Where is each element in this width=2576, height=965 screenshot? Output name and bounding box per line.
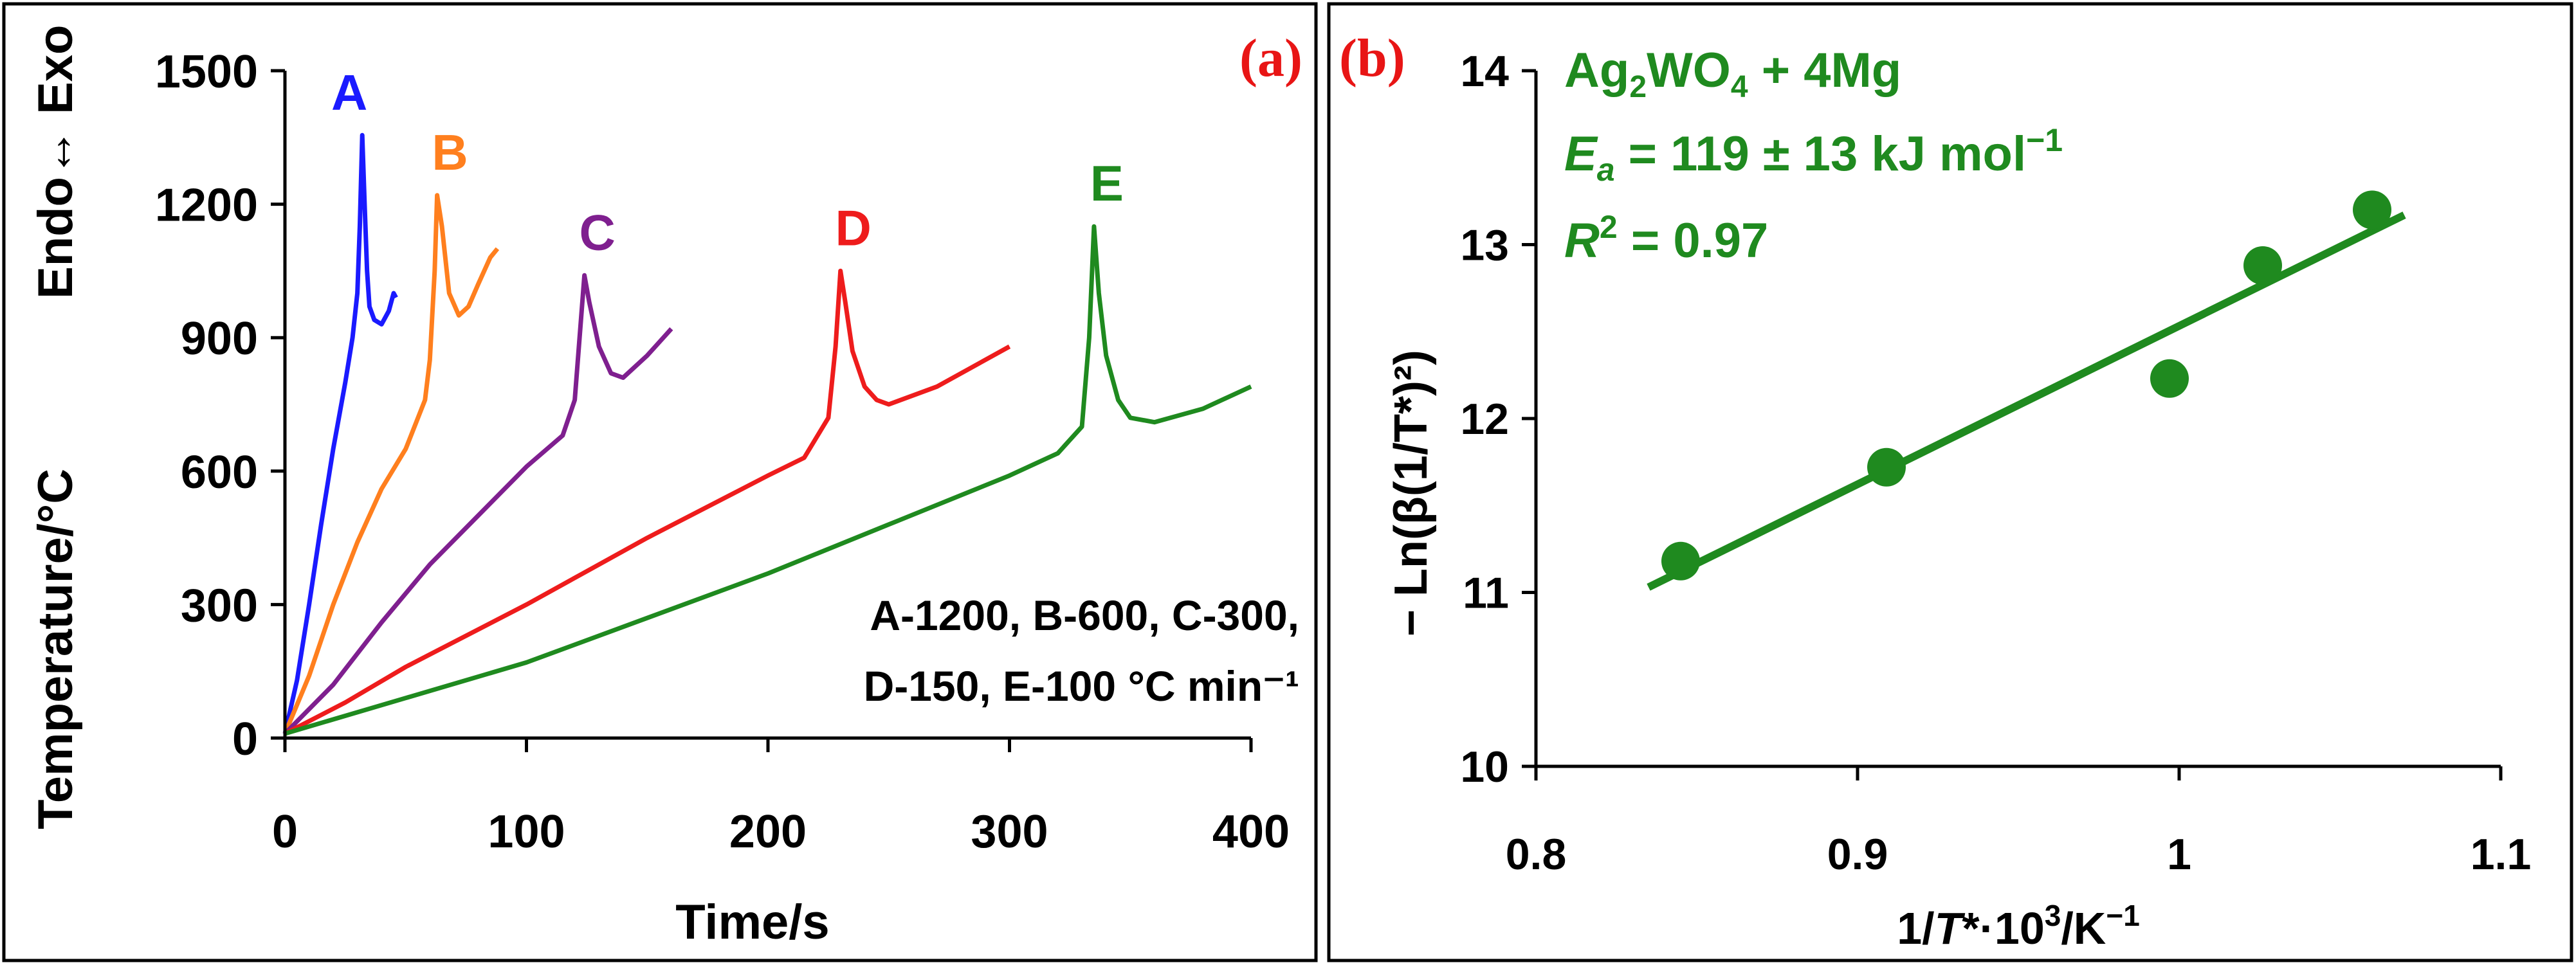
panel-a-rate-annotation-line2: D-150, E-100 °C min⁻¹ [864, 662, 1299, 710]
panel-a-series [282, 132, 1252, 736]
panel-b-data-point [1867, 447, 1906, 487]
panel-a-y-tick-label: 300 [181, 580, 258, 631]
series-A-label: A [331, 64, 367, 120]
panel-b-x-title-exp2: −1 [2106, 899, 2139, 932]
panel-b-x-title-t: T [1935, 903, 1966, 953]
panel-b-x-tick-label: 0.8 [1506, 830, 1567, 879]
panel-a-x-axis-title: Time/s [675, 895, 829, 950]
legend-r2-symbol: R [1564, 213, 1600, 268]
legend-formula-sub2: 4 [1731, 70, 1748, 104]
panel-b-x-axis-title: 1/T*·103/K−1 [1897, 899, 2140, 953]
panel-b-x-title-exp: 3 [2045, 899, 2061, 932]
series-C-label: C [579, 204, 615, 260]
panel-a-x-tick-label: 300 [971, 806, 1048, 858]
panel-a-rate-annotation-line1: A-1200, B-600, C-300, [870, 591, 1299, 639]
panel-b-data-point [2150, 359, 2189, 398]
series-D-label: D [835, 199, 871, 256]
panel-b-x-title-mid: *·10 [1962, 903, 2044, 953]
series-E-line [284, 224, 1252, 736]
series-B-line [282, 193, 500, 735]
panel-a-y-tick-label: 600 [181, 447, 258, 498]
panel-a-endo-exo-label: Endo↔ Exo [28, 25, 83, 299]
panel-b-x-title-pre: 1/ [1897, 903, 1934, 953]
panel-a-border [2, 2, 1318, 962]
panel-a: 0 300 600 900 1200 1500 0 100 200 300 400 A B C D E (a… [28, 25, 1302, 950]
panel-b-y-tick-label: 10 [1460, 743, 1509, 791]
panel-b-data-point [2353, 190, 2391, 230]
legend-ea-exp: −1 [2026, 122, 2063, 158]
panel-a-y-tick-label: 1500 [155, 46, 258, 98]
panel-b-y-tick-label: 11 [1463, 569, 1509, 618]
series-E-label: E [1090, 155, 1124, 212]
legend-ea-sub: a [1597, 152, 1615, 188]
panel-b-y-axis-title: − Ln(β(1/T*)²) [1385, 350, 1437, 636]
panel-b-y-tick-label: 14 [1460, 47, 1509, 96]
panel-b-ticks: 10 11 12 13 14 0.8 0.9 1 1.1 [1460, 47, 2531, 879]
panel-b-data-point [1661, 541, 1700, 581]
panel-b-legend-r2: R2 = 0.97 [1564, 209, 1768, 268]
panel-b-border [1327, 2, 2573, 962]
panel-b-legend-formula: Ag2WO4 + 4Mg [1564, 43, 1901, 104]
panel-b-legend-ea: Ea = 119 ± 13 kJ mol−1 [1564, 122, 2063, 188]
legend-formula-pre: Ag [1564, 43, 1629, 98]
panel-a-ticks: 0 300 600 900 1200 1500 0 100 200 300 400 [155, 46, 1290, 858]
panel-a-y-tick-label: 900 [181, 313, 258, 365]
legend-r2-exp: 2 [1600, 209, 1618, 245]
series-B-label: B [432, 124, 468, 181]
panel-a-y-axis-title: Temperature/°C [28, 469, 83, 829]
legend-formula-sub: 2 [1629, 70, 1647, 104]
panel-b-y-tick-label: 12 [1460, 395, 1509, 444]
panel-a-x-tick-label: 200 [729, 806, 807, 858]
panel-b-y-tick-label: 13 [1460, 221, 1509, 270]
series-D-line [284, 268, 1011, 736]
legend-ea-symbol: E [1564, 127, 1598, 181]
series-C-line [283, 273, 673, 735]
legend-formula-post: + 4Mg [1748, 43, 1902, 98]
panel-a-y-tick-label: 1200 [155, 180, 258, 231]
panel-a-x-tick-label: 0 [272, 806, 298, 858]
panel-b-x-tick-label: 0.9 [1827, 830, 1888, 879]
panel-a-label: (a) [1239, 28, 1302, 88]
panel-a-x-tick-label: 100 [488, 806, 565, 858]
series-A-line [282, 132, 398, 734]
panel-b-x-tick-label: 1.1 [2471, 830, 2532, 879]
panel-b-data-point [2243, 246, 2282, 285]
panel-b-fit-line [1647, 212, 2406, 591]
legend-formula-mid: WO [1647, 43, 1731, 98]
panel-b-x-title-post: /K [2061, 903, 2106, 953]
panel-a-series-labels: A B C D E [331, 64, 1124, 260]
panel-a-y-axis-title-main: Temperature/°C [28, 469, 83, 829]
panel-b-x-tick-label: 1 [2167, 830, 2191, 879]
panel-a-x-tick-label: 400 [1212, 806, 1290, 858]
panel-a-y-tick-label: 0 [232, 714, 258, 765]
legend-ea-text: = 119 ± 13 kJ mol [1615, 127, 2027, 181]
panel-b-label: (b) [1339, 28, 1405, 88]
legend-r2-text: = 0.97 [1618, 213, 1769, 268]
panel-b-points [1661, 190, 2391, 581]
